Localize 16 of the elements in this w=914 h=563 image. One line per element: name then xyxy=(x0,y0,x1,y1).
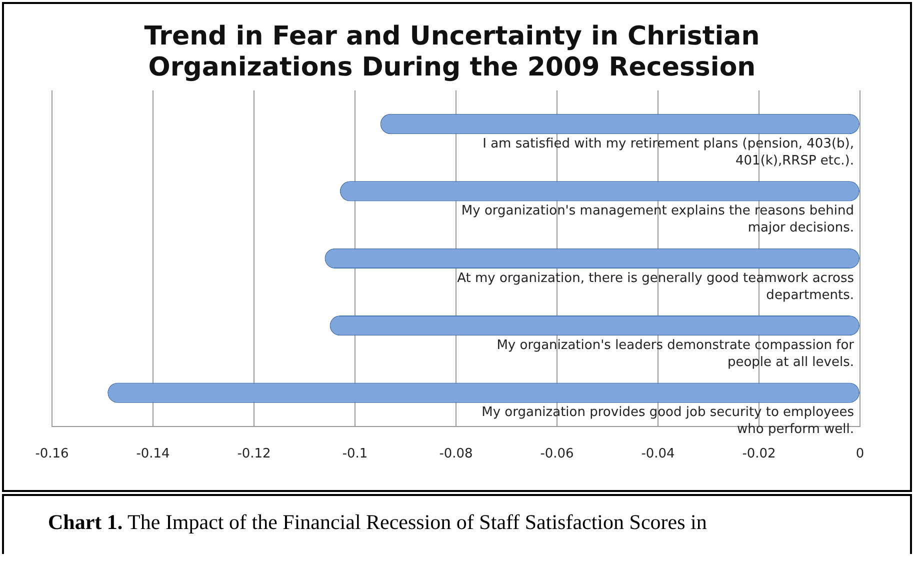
y-tick-label: My organization's leaders demonstrate compassion for people at all levels. xyxy=(496,338,855,370)
x-tick-label: -0.04 xyxy=(641,446,675,462)
x-tick-label: -0.08 xyxy=(439,446,473,462)
x-tick-label: 0 xyxy=(856,446,864,462)
y-tick-label: My organization's management explains the reasons behind major decisions. xyxy=(461,204,854,236)
y-tick-label: I am satisfied with my retirement plans (pension, 403(b), 401(k),RRSP etc.). xyxy=(482,136,854,168)
x-tick-label: -0.14 xyxy=(136,446,170,462)
chart-title: Trend in Fear and Uncertainty in Christian Organizations During the 2009 Recession xyxy=(144,21,760,83)
y-tick-label: At my organization, there is generally good teamwork across departments. xyxy=(457,270,854,303)
caption: Chart 1. The Impact of the Financial Recession of Staff Satisfaction Scores in xyxy=(48,510,708,535)
x-tick-label: -0.16 xyxy=(35,446,69,462)
x-tick-label: -0.1 xyxy=(342,446,368,462)
y-tick-label: My organization provides good job security to employees who perform well. xyxy=(482,405,854,438)
x-tick-label: -0.12 xyxy=(237,446,271,462)
x-tick-label: -0.02 xyxy=(742,446,776,462)
x-tick-label: -0.06 xyxy=(540,446,574,462)
